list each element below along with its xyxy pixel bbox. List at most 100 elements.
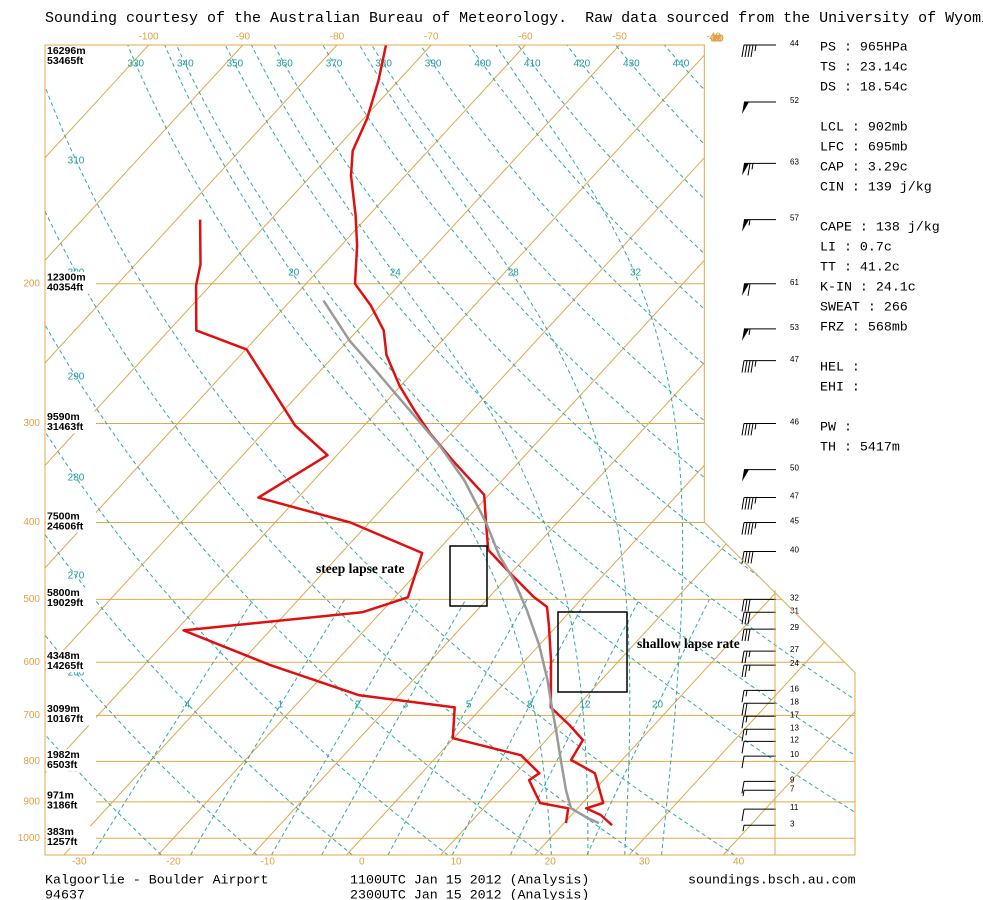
mixing-ratio-label: 2 — [355, 700, 361, 711]
height-ft: 24606ft — [47, 520, 84, 532]
annotation-box — [557, 611, 628, 693]
header: Sounding courtesy of the Australian Bure… — [45, 10, 983, 27]
barb-feather — [741, 756, 745, 769]
isotherm — [157, 45, 855, 855]
wind-barb — [742, 824, 776, 832]
wind-barb — [741, 755, 776, 769]
dry-adiabat — [517, 45, 855, 855]
wind-speed-label: 63 — [790, 157, 799, 166]
stat-line: LI : 0.7c — [820, 240, 892, 255]
stat-line: K-IN : 24.1c — [820, 280, 916, 295]
barb-feather — [744, 665, 748, 678]
moist-adiabat — [250, 45, 589, 855]
barb-half — [754, 360, 757, 367]
height-ft: 14265ft — [47, 660, 84, 672]
barb-feather — [747, 360, 751, 373]
moist-adiabat — [359, 45, 631, 855]
profile-line — [182, 219, 570, 824]
barb-feather — [744, 497, 748, 510]
top-tick-label: -100 — [139, 32, 159, 43]
mixing-ratio-line — [91, 599, 254, 855]
x-tick-label: 40 — [733, 857, 745, 868]
height-m: 5800m — [47, 587, 80, 599]
dry-adiabat-label: 290 — [68, 372, 85, 383]
barb-half — [748, 219, 751, 226]
barb-feather — [741, 629, 745, 642]
x-tick-label: 10 — [450, 857, 462, 868]
barb-feather — [744, 44, 748, 58]
barb-half — [745, 716, 748, 723]
height-m: 16296m — [47, 45, 86, 57]
stat-line: DS : 18.54c — [820, 80, 908, 95]
barb-feather — [744, 360, 748, 373]
wind-speed-label: 61 — [790, 278, 799, 287]
barb-feather — [741, 741, 745, 754]
height-ft: 31463ft — [47, 421, 84, 433]
barb-feather — [741, 781, 745, 794]
dry-adiabat-label: 280 — [68, 473, 85, 484]
top-tick-label: -40 — [706, 32, 721, 43]
station-id: 94637 — [45, 888, 85, 900]
isotherm — [45, 45, 432, 855]
barb-feather — [741, 497, 745, 510]
top-tick-label: -90 — [236, 32, 251, 43]
barb-pennant — [742, 102, 749, 115]
dry-adiabat — [127, 45, 855, 855]
wind-speed-label: 29 — [790, 623, 799, 632]
mixing-ratio-label: 5 — [466, 700, 472, 711]
height-m: 4348m — [47, 650, 80, 662]
profile-line — [349, 44, 613, 827]
dry-adiabat-label: 330 — [127, 59, 144, 70]
barb-feather — [747, 283, 751, 296]
dry-adiabat-label: 380 — [375, 59, 392, 70]
barb-feather — [741, 612, 745, 625]
wind-barb — [742, 469, 776, 482]
wind-speed-label: 31 — [790, 606, 799, 615]
isotherm — [63, 45, 809, 855]
stat-line: HEL : — [820, 360, 860, 375]
wind-barb — [741, 702, 776, 716]
barb-feather — [747, 522, 751, 535]
mixing-ratio-label: .4 — [182, 700, 191, 711]
barb-feather — [744, 703, 748, 716]
height-box — [46, 587, 96, 610]
mixing-ratio-line — [586, 599, 710, 855]
barb-feather — [741, 716, 745, 729]
height-box — [46, 650, 96, 673]
dry-adiabat-label: 260 — [68, 668, 85, 679]
barb-half — [745, 729, 748, 736]
height-m: 3099m — [47, 703, 80, 715]
barb-feather — [750, 423, 754, 436]
wind-barb — [741, 497, 776, 510]
isotherm — [45, 45, 526, 855]
mixing-ratio-line — [321, 599, 467, 855]
barb-feather — [750, 551, 754, 564]
wind-speed-label: 53 — [790, 323, 799, 332]
run-label: 2300UTC Jan 15 2012 (Analysis) — [350, 888, 589, 900]
barb-feather — [741, 703, 745, 716]
skew-tick-label: -10 — [709, 34, 724, 45]
top-tick-label: -80 — [330, 32, 345, 43]
barb-half — [754, 522, 757, 529]
barb-feather — [750, 44, 754, 58]
wind-barb — [742, 283, 776, 296]
barb-feather — [741, 665, 745, 678]
barb-feather — [741, 690, 745, 703]
wind-speed-label: 27 — [790, 645, 799, 654]
skew-tick-label: 0 — [714, 34, 720, 45]
top-tick-label: -70 — [424, 32, 439, 43]
height-box — [46, 789, 96, 812]
wind-speed-label: 44 — [790, 39, 799, 48]
height-box — [46, 749, 96, 772]
profile-line — [322, 299, 600, 825]
wind-barb — [741, 598, 776, 612]
stat-line: FRZ : 568mb — [820, 320, 908, 335]
wind-barb — [742, 219, 776, 232]
moist-adiabat-label: 20 — [288, 268, 300, 279]
wind-barb — [742, 101, 776, 115]
height-m: 12300m — [47, 272, 86, 284]
wind-barb — [741, 808, 776, 822]
height-box — [46, 826, 96, 849]
skew-tick-label: 30 — [711, 34, 723, 45]
